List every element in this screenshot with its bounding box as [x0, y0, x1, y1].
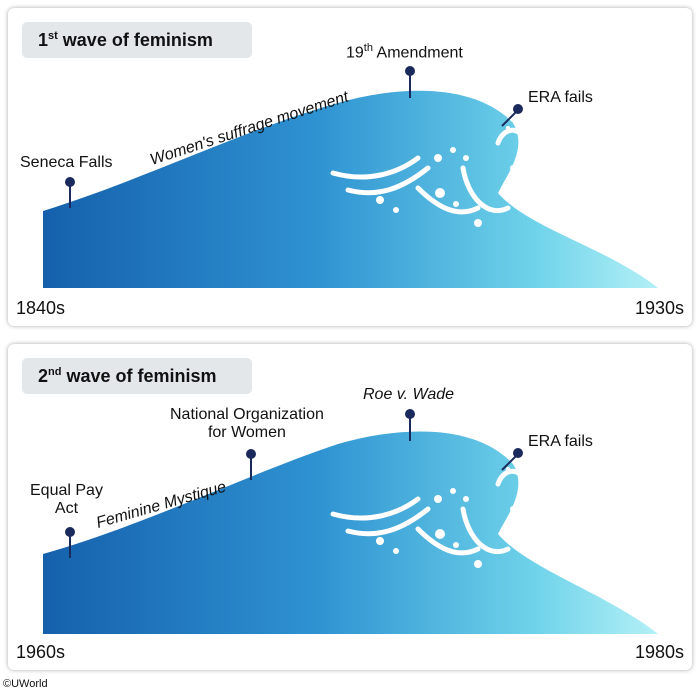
panel-title: 2nd wave of feminism [22, 358, 252, 394]
wave-illustration: Feminine Mystique [43, 409, 658, 634]
marker-equal-pay [65, 527, 75, 558]
copyright-label: ©UWorld [3, 678, 48, 690]
wave-foam [330, 468, 526, 556]
end-era-label: 1930s [634, 298, 684, 318]
marker-seneca [65, 177, 75, 208]
marker-roe [405, 409, 415, 441]
start-era-label: 1960s [16, 642, 66, 662]
marker-amendment [405, 66, 415, 98]
panel-title: 1st wave of feminism [22, 22, 252, 58]
era-fails-label: ERA fails [528, 433, 593, 450]
wave-illustration: Women's suffrage movement [43, 66, 658, 288]
marker-era [501, 448, 523, 471]
wave-bubbles [376, 126, 530, 227]
equal-pay-label: Equal Pay Act [30, 482, 103, 517]
end-era-label: 1980s [634, 642, 684, 662]
amendment-label: 19th Amendment [346, 42, 463, 62]
seneca-falls-label: Seneca Falls [20, 154, 113, 171]
wave-foam [330, 127, 526, 215]
marker-now [246, 449, 256, 480]
start-era-label: 1840s [16, 298, 66, 318]
marker-era [501, 104, 523, 127]
roe-label: Roe v. Wade [363, 386, 455, 403]
first-wave-panel: Women's suffrage movement 1st wave of fe… [8, 8, 692, 326]
era-fails-label: ERA fails [528, 89, 593, 106]
wave-bubbles [376, 467, 530, 568]
now-label: National Organization for Women [170, 406, 324, 441]
second-wave-panel: Feminine Mystique 2nd wave of feminism E… [8, 344, 692, 670]
